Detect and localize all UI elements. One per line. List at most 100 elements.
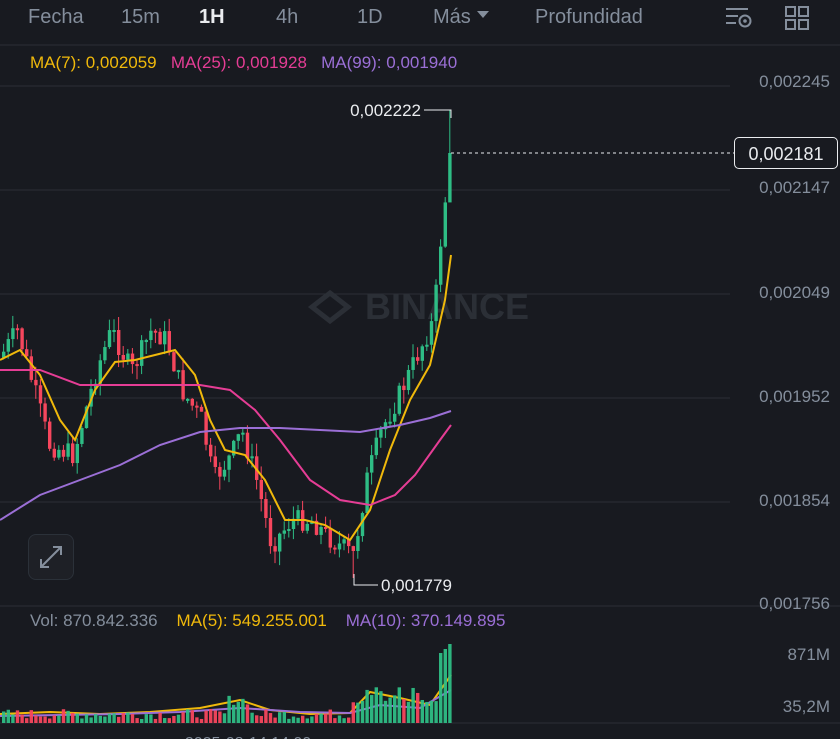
- candle-body: [140, 340, 144, 366]
- candle-body: [190, 398, 194, 406]
- volume-bar: [43, 716, 47, 723]
- volume-bar: [282, 711, 286, 723]
- candle-body: [75, 443, 79, 464]
- candle-body: [98, 360, 102, 384]
- volume-bar: [84, 714, 89, 723]
- volume-bar: [6, 709, 10, 723]
- candle-body: [52, 448, 56, 458]
- volume-bar: [374, 687, 378, 723]
- tab-1h[interactable]: 1H: [199, 6, 225, 28]
- candle-body: [11, 328, 15, 340]
- candle-body: [250, 456, 254, 459]
- volume-bar: [268, 713, 273, 723]
- indicator-settings-icon[interactable]: [724, 4, 754, 37]
- volume-bar: [278, 712, 282, 723]
- candle-body: [107, 330, 112, 348]
- candle-body: [324, 526, 328, 529]
- candle-body: [425, 344, 429, 347]
- candle-body: [406, 369, 411, 391]
- tab-15m[interactable]: 15m: [121, 6, 160, 28]
- price-axis-label: 0,001952: [759, 387, 830, 406]
- volume-bar: [296, 717, 300, 723]
- low-marker-line: [353, 574, 378, 586]
- candle-body: [112, 329, 116, 332]
- candle-body: [245, 432, 250, 459]
- tab-fecha[interactable]: Fecha: [28, 6, 84, 28]
- tab-mas[interactable]: Más: [433, 6, 489, 29]
- volume-bar: [250, 712, 254, 723]
- candle-body: [2, 351, 6, 358]
- candle-body: [29, 356, 33, 380]
- candle-body: [103, 347, 107, 361]
- volume-bar: [388, 697, 392, 723]
- volume-legend: Vol: 870.842.336 MA(5): 549.255.001 MA(1…: [30, 611, 505, 631]
- candle-body: [167, 331, 171, 353]
- candle-body: [383, 422, 388, 430]
- volume-bar: [411, 687, 415, 723]
- volume-axis-label: 871M: [787, 645, 830, 664]
- volume-bar: [241, 698, 245, 723]
- candle-body: [195, 405, 199, 408]
- candle-body: [314, 520, 319, 535]
- volume-bar: [337, 715, 342, 723]
- candle-body: [15, 328, 20, 331]
- price-axis-label: 0,002245: [759, 72, 830, 91]
- volume-bar: [319, 713, 323, 723]
- candle-body: [117, 329, 121, 356]
- candle-body: [25, 349, 29, 357]
- volume-bar: [333, 718, 337, 723]
- expand-chart-button[interactable]: [28, 534, 74, 580]
- binance-logo-icon: [307, 289, 353, 325]
- volume-bar: [236, 701, 240, 723]
- volume-bar: [324, 713, 328, 723]
- candle-body: [126, 353, 130, 360]
- candle-body: [94, 383, 98, 389]
- candle-body: [448, 153, 452, 203]
- candle-body: [204, 411, 208, 445]
- candle-body: [232, 440, 236, 456]
- volume-bar: [176, 714, 181, 723]
- candle-body: [135, 364, 139, 367]
- candle-body: [57, 449, 61, 458]
- tab-profundidad[interactable]: Profundidad: [535, 6, 643, 28]
- volume-bar: [199, 718, 204, 723]
- tab-4h[interactable]: 4h: [276, 6, 299, 28]
- volume-bar: [420, 699, 424, 723]
- volume-axis-label: 35,2M: [783, 697, 830, 716]
- candle-body: [71, 443, 75, 464]
- chevron-down-icon: [476, 11, 489, 19]
- current-price-label[interactable]: 0,002181: [734, 137, 838, 169]
- volume-bar: [167, 718, 171, 723]
- volume-bar: [172, 715, 176, 723]
- price-axis-label: 0,002147: [759, 178, 830, 197]
- candle-body: [397, 385, 401, 414]
- candle-body: [153, 330, 158, 333]
- candle-body: [264, 499, 268, 519]
- timeframe-toolbar: Fecha 15m 1H 4h 1D Más Profundidad: [0, 0, 840, 38]
- volume-bar: [360, 700, 365, 723]
- volume-bar: [66, 710, 70, 723]
- volume-bar: [370, 695, 374, 723]
- candle-body: [163, 331, 167, 345]
- volume-bar: [186, 709, 190, 723]
- volume-bar: [52, 715, 56, 723]
- candle-body: [236, 434, 240, 441]
- volume-bar: [356, 702, 360, 723]
- volume-bar: [305, 718, 309, 723]
- candle-body: [43, 403, 47, 422]
- candlestick-chart[interactable]: BINANCE 0,002222 0,001779 0,002245 0,00214…: [0, 44, 840, 739]
- candle-body: [328, 528, 332, 548]
- volume-bar: [255, 715, 259, 723]
- tab-1d[interactable]: 1D: [357, 6, 383, 28]
- ma25-line: [0, 369, 452, 507]
- volume-bar: [103, 716, 107, 723]
- volume-bar: [29, 710, 33, 723]
- layout-grid-icon[interactable]: [784, 4, 812, 37]
- candle-body: [282, 530, 286, 534]
- ma7-legend: MA(7): 0,002059: [30, 53, 157, 72]
- candle-body: [149, 330, 153, 341]
- volume-bar: [328, 709, 332, 723]
- volume-bar: [351, 702, 355, 723]
- candle-body: [365, 472, 369, 514]
- candle-body: [209, 444, 213, 457]
